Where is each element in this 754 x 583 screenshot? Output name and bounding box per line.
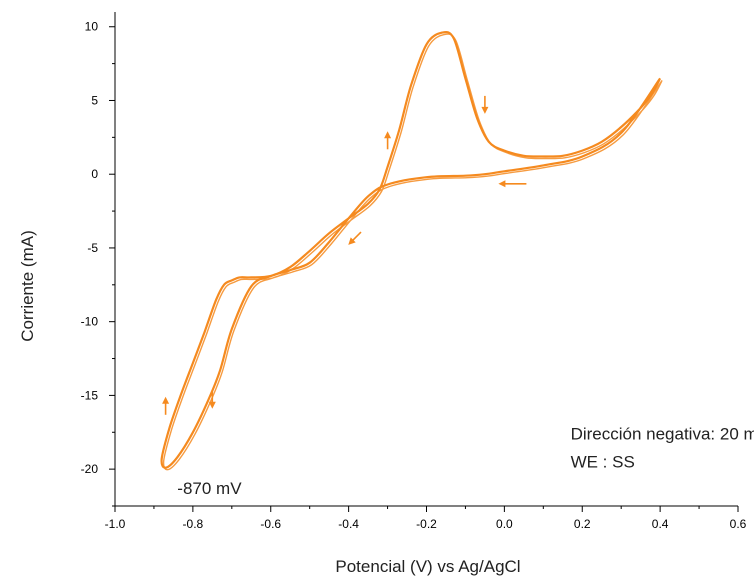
y-tick-label: -20 [81, 462, 99, 476]
direction-arrow-head [498, 180, 506, 188]
x-tick-label: 0.0 [496, 517, 513, 531]
x-tick-label: -0.4 [338, 517, 359, 531]
direction-arrow-head [481, 106, 489, 114]
annotation-text: WE : SS [571, 453, 635, 472]
direction-arrows [162, 95, 527, 415]
direction-arrow [162, 396, 170, 415]
x-tick-label: 0.4 [652, 517, 669, 531]
y-tick-label: 10 [85, 20, 99, 34]
x-tick-label: -1.0 [105, 517, 126, 531]
y-tick-label: 5 [91, 93, 98, 107]
direction-arrow [384, 131, 392, 150]
x-tick-label: -0.2 [416, 517, 437, 531]
voltammogram-curve-cycle-2 [162, 33, 663, 471]
tick-labels: -1.0 -0.8 -0.6 -0.4 -0.2 0.0 0.2 0.4 0.6 10 5 0 -5 -1… [81, 20, 747, 531]
direction-arrow-head [384, 131, 392, 139]
y-axis-label: Corriente (mA) [18, 230, 37, 341]
y-tick-label: -15 [81, 388, 99, 402]
x-tick-label: 0.6 [730, 517, 747, 531]
direction-arrow [481, 95, 489, 114]
x-tick-label: -0.8 [183, 517, 204, 531]
direction-arrow [208, 390, 216, 409]
x-tick-label: 0.2 [574, 517, 591, 531]
direction-arrow [498, 180, 527, 188]
annotation-text: -870 mV [177, 479, 242, 498]
direction-arrow-head [208, 401, 216, 409]
x-tick-label: -0.6 [260, 517, 281, 531]
x-axis-label: Potencial (V) vs Ag/AgCl [335, 557, 520, 576]
y-tick-label: -5 [87, 241, 98, 255]
y-tick-label: 0 [91, 167, 98, 181]
series-group [160, 30, 663, 471]
annotations: Dirección negativa: 20 mV/s WE : SS -870 m… [177, 425, 754, 499]
ticks [109, 26, 739, 512]
y-tick-label: -10 [81, 315, 99, 329]
direction-arrow-head [162, 396, 170, 404]
annotation-text: Dirección negativa: 20 mV/s [571, 425, 754, 444]
